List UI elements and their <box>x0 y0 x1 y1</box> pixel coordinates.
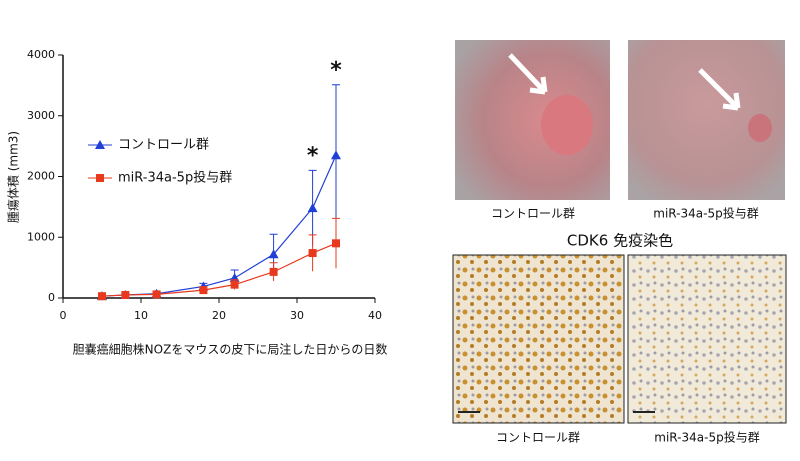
tumor <box>748 114 772 142</box>
annotation: * <box>330 58 342 83</box>
tumor <box>541 95 593 155</box>
marker <box>230 280 239 289</box>
marker <box>268 249 279 259</box>
x-tick-label: 0 <box>60 309 67 322</box>
marker <box>121 290 130 299</box>
marker <box>307 203 318 213</box>
legend-marker <box>95 140 105 149</box>
y-tick-label: 0 <box>48 291 55 304</box>
y-axis-label: 腫瘍体積 (mm3) <box>6 131 21 223</box>
x-tick-label: 30 <box>290 309 304 322</box>
y-tick-label: 2000 <box>27 170 55 183</box>
photos: コントロール群 miR-34a-5p投与群 CDK6 免疫染色 コントロール群 … <box>452 40 787 445</box>
x-tick-label: 40 <box>368 309 382 322</box>
series-line <box>101 242 337 297</box>
photo-title: CDK6 免疫染色 <box>567 232 673 250</box>
legend-marker <box>96 174 104 182</box>
marker <box>332 239 340 248</box>
x-axis-label: 胆嚢癌細胞株NOZをマウスの皮下に局注した日からの日数 <box>73 342 388 357</box>
marker <box>269 267 278 276</box>
photo-label: コントロール群 <box>496 431 580 445</box>
y-tick-label: 4000 <box>27 48 55 61</box>
marker <box>199 286 208 295</box>
photo-label: miR-34a-5p投与群 <box>654 430 759 445</box>
ihc-control <box>452 254 625 424</box>
marker <box>331 150 341 160</box>
marker <box>308 249 317 258</box>
marker <box>98 292 106 301</box>
y-tick-label: 3000 <box>27 109 55 122</box>
photo-label: miR-34a-5p投与群 <box>653 206 758 221</box>
legend-label: miR-34a-5p投与群 <box>118 170 232 186</box>
tumor-chart: 腫瘍体積 (mm3) 胆嚢癌細胞株NOZをマウスの皮下に局注した日からの日数 0… <box>6 48 388 357</box>
legend-label: コントロール群 <box>118 138 209 153</box>
x-tick-label: 20 <box>212 309 226 322</box>
arrow <box>698 68 741 111</box>
photo-label: コントロール群 <box>491 207 575 221</box>
y-tick-label: 1000 <box>27 230 55 243</box>
marker <box>152 290 161 299</box>
ihc-treated <box>627 254 787 424</box>
annotation: * <box>307 143 319 168</box>
arrow <box>508 53 548 95</box>
x-tick-label: 10 <box>134 309 148 322</box>
